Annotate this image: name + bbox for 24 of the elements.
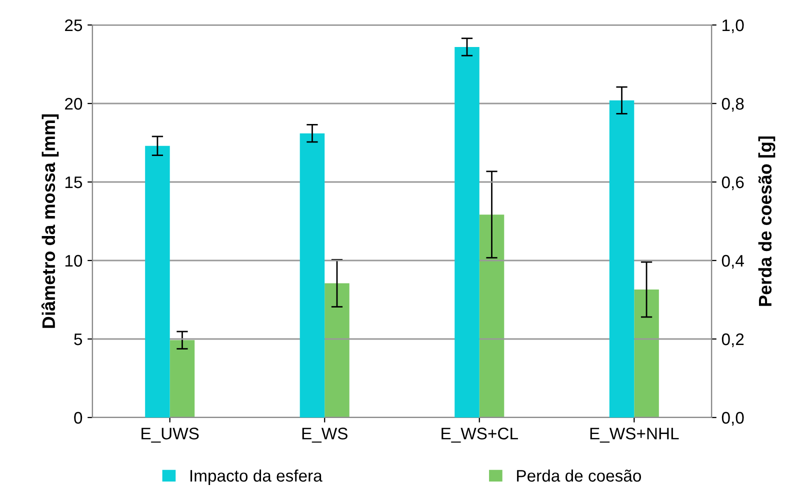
x-tick-label: E_UWS [142, 428, 199, 443]
y2-tick-label: 0,4 [722, 254, 744, 269]
y2-tick-label: 0,6 [722, 176, 744, 190]
x-tick-label: E_WS [302, 428, 348, 443]
y2-tick-label: 0,2 [722, 333, 744, 348]
y-axis-title: Diâmetro da mossa [mm] [41, 114, 59, 328]
y-tick-label: 15 [65, 176, 82, 188]
y2-tick-label: 0,8 [722, 98, 744, 112]
legend-label: Perda de coesão [517, 469, 642, 482]
y-tick-label: 25 [65, 19, 82, 32]
y2-axis-title: Perda de coesão [g] [758, 136, 776, 306]
y-tick-label: 20 [65, 98, 82, 110]
bar [170, 340, 195, 418]
y-tick-label: 5 [74, 334, 82, 346]
legend-label: Impacto da esfera [190, 469, 322, 485]
y2-tick-label: 0,0 [722, 412, 744, 426]
x-tick-label: E_WS+CL [442, 428, 518, 443]
y2-tick-label: 1,0 [722, 19, 744, 34]
y-tick-label: 0 [74, 412, 82, 424]
bar [145, 146, 170, 418]
bar [300, 133, 325, 418]
x-tick-label: E_WS+NHL [590, 428, 679, 443]
bar [609, 100, 634, 418]
y-tick-label: 10 [65, 254, 82, 267]
